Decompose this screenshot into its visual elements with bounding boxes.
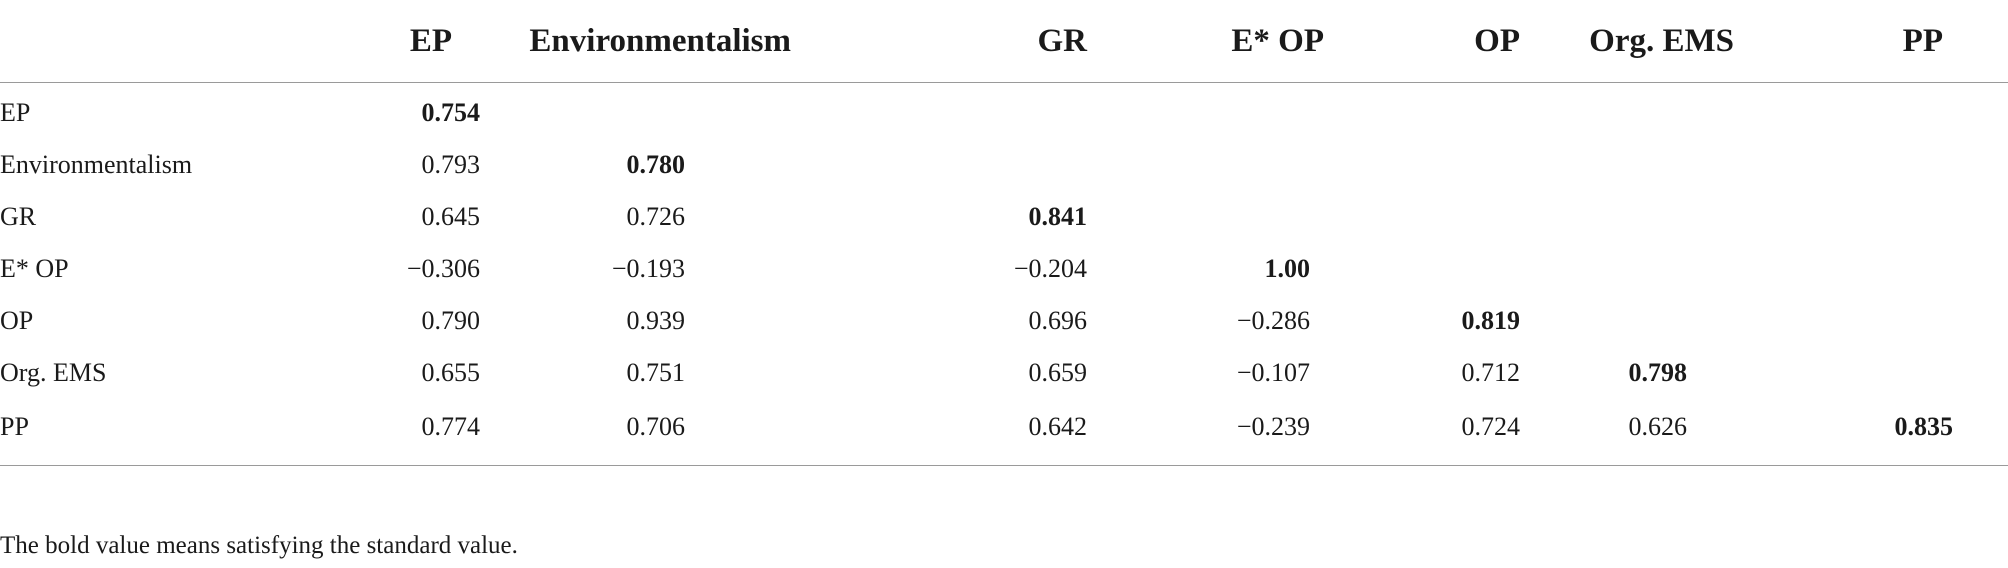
- table-row: Org. EMS 0.655 0.751 0.659 −0.107 0.712 …: [0, 347, 2008, 399]
- table-cell: 0.819: [1461, 306, 1521, 335]
- header-cell-environmentalism: Environmentalism: [480, 0, 795, 83]
- table-cell: 0.798: [1628, 358, 1688, 387]
- header-cell-gr: GR: [795, 0, 1125, 83]
- table-cell: −0.286: [1236, 306, 1310, 335]
- table-cell: [1540, 83, 1740, 140]
- table-cell: [1740, 295, 2008, 347]
- table-cell: 0.790: [421, 306, 481, 335]
- table-cell: 0.724: [1461, 412, 1521, 441]
- table-cell: 0.939: [626, 306, 686, 335]
- correlation-table-container: EP Environmentalism GR E* OP OP Org. EMS…: [0, 0, 2008, 455]
- table-cell: [1125, 83, 1340, 140]
- table-cell: [1340, 139, 1540, 191]
- table-cell: 0.712: [1461, 358, 1521, 387]
- row-label: Environmentalism: [0, 150, 193, 179]
- table-footnote: The bold value means satisfying the stan…: [0, 532, 518, 559]
- table-cell: 0.793: [421, 150, 481, 179]
- table-row: OP 0.790 0.939 0.696 −0.286 0.819: [0, 295, 2008, 347]
- table-cell: −0.204: [1013, 254, 1087, 283]
- table-cell: [1340, 191, 1540, 243]
- row-label: GR: [0, 202, 37, 231]
- table-cell: [1740, 83, 2008, 140]
- table-cell: 0.774: [421, 412, 481, 441]
- row-label: PP: [0, 412, 29, 441]
- row-label: EP: [0, 98, 31, 127]
- table-cell: [1740, 191, 2008, 243]
- header-row: EP Environmentalism GR E* OP OP Org. EMS…: [0, 0, 2008, 83]
- row-label: E* OP: [0, 254, 69, 283]
- row-label: OP: [0, 306, 34, 335]
- table-row: EP 0.754: [0, 83, 2008, 140]
- table-cell: [1340, 83, 1540, 140]
- table-cell: 0.706: [626, 412, 686, 441]
- table-cell: 0.696: [1028, 306, 1088, 335]
- table-cell: 0.642: [1028, 412, 1088, 441]
- table-cell: 1.00: [1264, 254, 1311, 283]
- table-cell: 0.754: [421, 98, 481, 127]
- table-cell: 0.626: [1628, 412, 1688, 441]
- table-row: Environmentalism 0.793 0.780: [0, 139, 2008, 191]
- header-cell-e-op: E* OP: [1125, 0, 1340, 83]
- table-cell: [795, 139, 1125, 191]
- table-row: PP 0.774 0.706 0.642 −0.239 0.724 0.626 …: [0, 399, 2008, 455]
- table-cell: 0.726: [626, 202, 686, 231]
- header-cell-op: OP: [1340, 0, 1540, 83]
- table-cell: [795, 83, 1125, 140]
- table-row: GR 0.645 0.726 0.841: [0, 191, 2008, 243]
- table-cell: 0.841: [1028, 202, 1088, 231]
- table-cell: 0.655: [421, 358, 481, 387]
- header-cell-pp: PP: [1740, 0, 2008, 83]
- table-cell: 0.780: [626, 150, 686, 179]
- table-cell: [1125, 191, 1340, 243]
- table-cell: −0.193: [611, 254, 685, 283]
- table-cell: 0.751: [626, 358, 686, 387]
- table-row: E* OP −0.306 −0.193 −0.204 1.00: [0, 243, 2008, 295]
- header-cell-corner: [0, 0, 310, 83]
- table-cell: [1340, 243, 1540, 295]
- table-cell: [1740, 243, 2008, 295]
- table-cell: [1540, 191, 1740, 243]
- table-bottom-rule: [0, 465, 2008, 466]
- row-label: Org. EMS: [0, 358, 107, 387]
- table-cell: [1125, 139, 1340, 191]
- header-cell-org-ems: Org. EMS: [1540, 0, 1740, 83]
- header-cell-ep: EP: [310, 0, 480, 83]
- table-cell: [1540, 243, 1740, 295]
- table-cell: −0.107: [1236, 358, 1310, 387]
- table-cell: [1740, 139, 2008, 191]
- table-cell: [1540, 295, 1740, 347]
- table-cell: [1740, 347, 2008, 399]
- table-cell: −0.239: [1236, 412, 1310, 441]
- table-cell: [480, 83, 795, 140]
- table-cell: 0.645: [421, 202, 481, 231]
- table-cell: 0.835: [1894, 412, 1954, 441]
- table-cell: 0.659: [1028, 358, 1088, 387]
- table-cell: −0.306: [406, 254, 480, 283]
- table-cell: [1540, 139, 1740, 191]
- correlation-table: EP Environmentalism GR E* OP OP Org. EMS…: [0, 0, 2008, 455]
